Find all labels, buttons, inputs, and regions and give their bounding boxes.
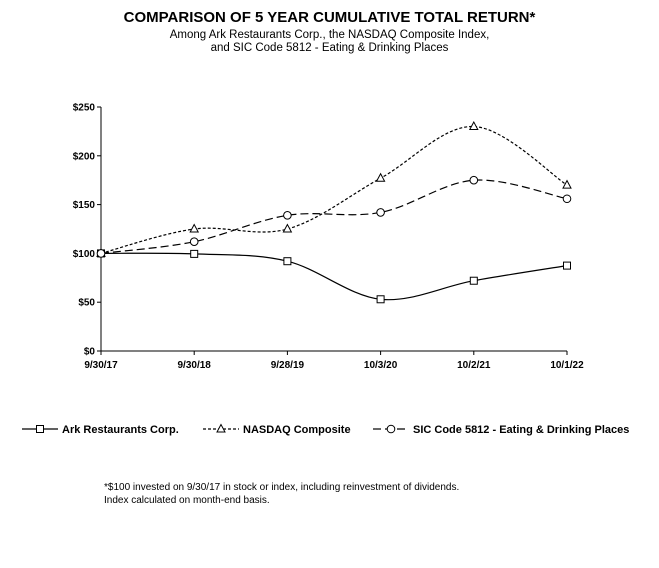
legend-marker-3	[386, 424, 396, 434]
data-point-series-3	[283, 211, 292, 220]
legend-marker-1	[36, 425, 44, 433]
data-point-series-3	[562, 194, 572, 204]
series-line-1	[100, 252, 568, 301]
footnote-line-1: *$100 invested on 9/30/17 in stock or in…	[104, 482, 460, 493]
data-point-series-1	[190, 249, 199, 258]
chart-subtitle-line-2: and SIC Code 5812 - Eating & Drinking Pl…	[210, 42, 449, 54]
chart-subtitle-line-1: Among Ark Restaurants Corp., the NASDAQ …	[169, 29, 490, 41]
data-point-series-2	[468, 120, 479, 131]
data-point-series-1	[376, 295, 385, 304]
data-point-series-3	[376, 208, 385, 217]
y-tick-label: $250	[73, 103, 96, 114]
x-tick-label: 10/1/22	[550, 360, 584, 371]
series-line-2	[100, 125, 568, 254]
data-point-series-2	[562, 179, 572, 189]
y-tick-label: $200	[73, 151, 96, 162]
x-tick-label: 9/30/18	[178, 360, 212, 371]
data-point-series-1	[469, 276, 478, 285]
x-tick-label: 9/30/17	[84, 360, 118, 371]
y-tick-label: $0	[84, 347, 96, 358]
legend-marker-2	[216, 423, 226, 433]
y-tick-label: $150	[73, 200, 96, 211]
legend-label-1: Ark Restaurants Corp.	[62, 424, 179, 436]
x-tick-label: 9/28/19	[271, 360, 305, 371]
x-tick-label: 10/3/20	[364, 360, 398, 371]
y-tick-label: $100	[73, 249, 96, 260]
data-point-series-2	[189, 223, 200, 233]
data-point-series-3	[96, 249, 106, 258]
x-tick-label: 10/2/21	[457, 360, 491, 371]
series-line-3	[100, 179, 568, 254]
footnote: *$100 invested on 9/30/17 in stock or in…	[104, 481, 459, 507]
data-point-series-1	[283, 257, 292, 266]
legend-label-2: NASDAQ Composite	[243, 424, 351, 436]
footnote-line-2: Index calculated on month-end basis.	[104, 495, 270, 506]
chart-title: COMPARISON OF 5 YEAR CUMULATIVE TOTAL RE…	[123, 9, 536, 26]
data-point-series-1	[563, 261, 571, 270]
data-point-series-3	[189, 237, 199, 246]
data-point-series-2	[282, 223, 293, 233]
data-point-series-3	[469, 175, 479, 185]
y-tick-label: $50	[78, 298, 95, 309]
legend-label-3: SIC Code 5812 - Eating & Drinking Places	[413, 424, 629, 436]
data-point-series-2	[375, 172, 386, 182]
